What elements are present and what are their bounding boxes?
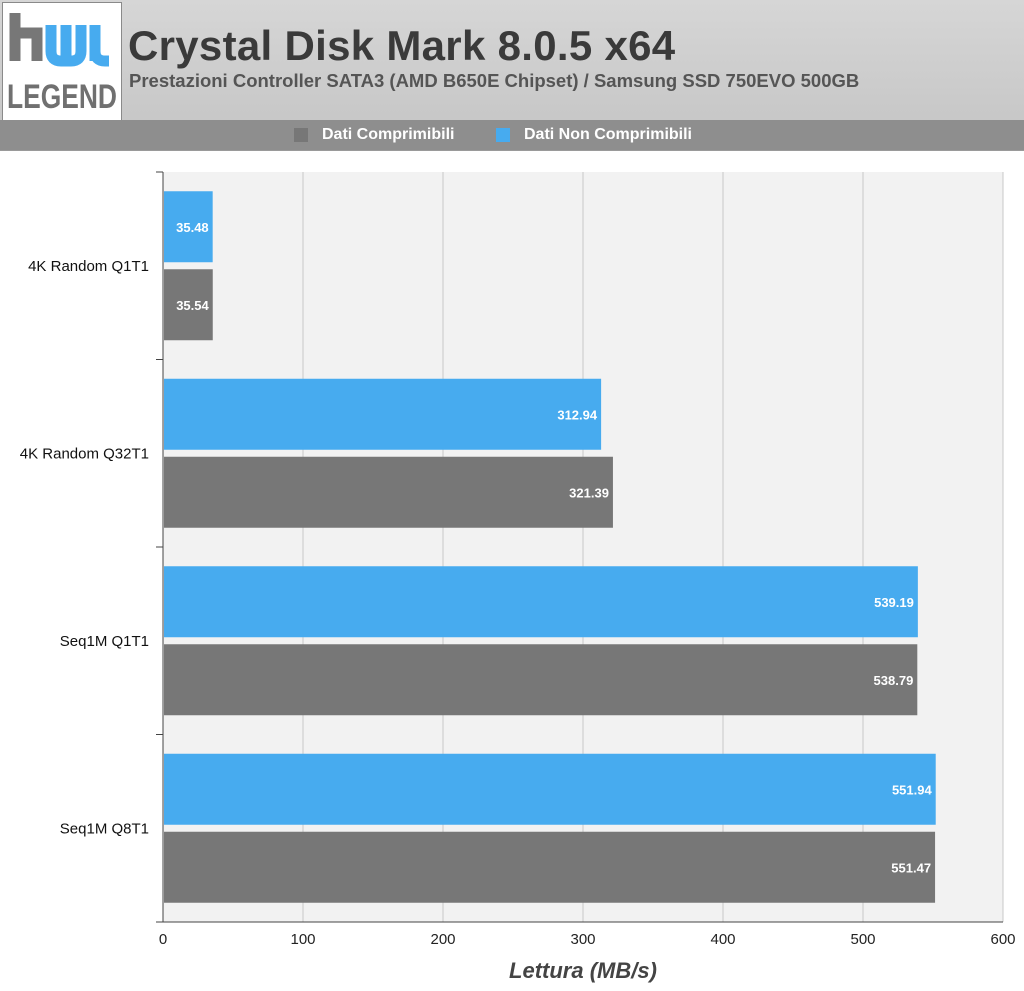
legend-item-blue: Dati Non Comprimibili bbox=[496, 125, 692, 145]
data-label: 35.48 bbox=[176, 220, 209, 235]
x-tick-label: 500 bbox=[850, 931, 875, 948]
x-tick-label: 400 bbox=[710, 931, 735, 948]
data-label: 321.39 bbox=[569, 485, 609, 500]
chart-title: Crystal Disk Mark 8.0.5 x64 bbox=[128, 22, 676, 69]
data-label: 551.94 bbox=[892, 782, 933, 797]
bar-dati-comprimibili bbox=[164, 269, 213, 341]
chart-subtitle: Prestazioni Controller SATA3 (AMD B650E … bbox=[129, 70, 860, 91]
bar-dati-comprimibili bbox=[164, 831, 936, 903]
data-label: 538.79 bbox=[874, 673, 914, 688]
legend: Dati Comprimibili Dati Non Comprimibili bbox=[0, 120, 1024, 150]
x-axis-title: Lettura (MB/s) bbox=[509, 958, 657, 983]
x-tick-label: 100 bbox=[290, 931, 315, 948]
x-tick-label: 600 bbox=[990, 931, 1015, 948]
bar-dati-comprimibili bbox=[164, 644, 918, 716]
x-tick-label: 0 bbox=[159, 931, 167, 948]
bar-dati-non-comprimibili bbox=[164, 753, 936, 825]
x-tick-label: 300 bbox=[570, 931, 595, 948]
category-label: 4K Random Q1T1 bbox=[28, 258, 149, 275]
bar-dati-non-comprimibili bbox=[164, 378, 602, 450]
data-label: 312.94 bbox=[557, 407, 598, 422]
bar-dati-comprimibili bbox=[164, 456, 613, 528]
x-tick-label: 200 bbox=[430, 931, 455, 948]
chart-header: LEGEND Crystal Disk Mark 8.0.5 x64 Prest… bbox=[0, 0, 1024, 151]
legend-item-grey: Dati Comprimibili bbox=[294, 125, 454, 145]
legend-label-blue: Dati Non Comprimibili bbox=[524, 126, 692, 143]
category-label: Seq1M Q1T1 bbox=[60, 633, 149, 650]
data-label: 551.47 bbox=[891, 860, 931, 875]
category-label: 4K Random Q32T1 bbox=[20, 445, 149, 462]
logo-graphic: LEGEND bbox=[7, 13, 117, 116]
logo-text: LEGEND bbox=[7, 78, 117, 116]
bar-dati-non-comprimibili bbox=[164, 566, 918, 638]
data-label: 539.19 bbox=[874, 595, 914, 610]
legend-swatch-blue bbox=[496, 128, 510, 142]
hwlegend-logo: LEGEND bbox=[2, 2, 122, 122]
category-label: Seq1M Q8T1 bbox=[60, 820, 149, 837]
legend-swatch-grey bbox=[294, 128, 308, 142]
legend-label-grey: Dati Comprimibili bbox=[322, 126, 455, 143]
bar-chart: 0 100 200 300 400 500 600 4K Random Q1T1 35.48 35… bbox=[20, 171, 1016, 983]
bar-dati-non-comprimibili bbox=[164, 191, 213, 263]
data-label: 35.54 bbox=[176, 298, 209, 313]
